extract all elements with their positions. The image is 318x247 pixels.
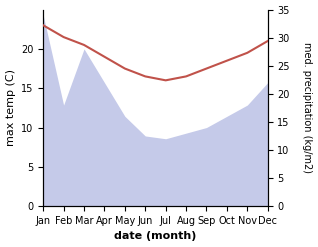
Y-axis label: max temp (C): max temp (C) (5, 69, 16, 146)
X-axis label: date (month): date (month) (114, 231, 197, 242)
Y-axis label: med. precipitation (kg/m2): med. precipitation (kg/m2) (302, 42, 313, 173)
